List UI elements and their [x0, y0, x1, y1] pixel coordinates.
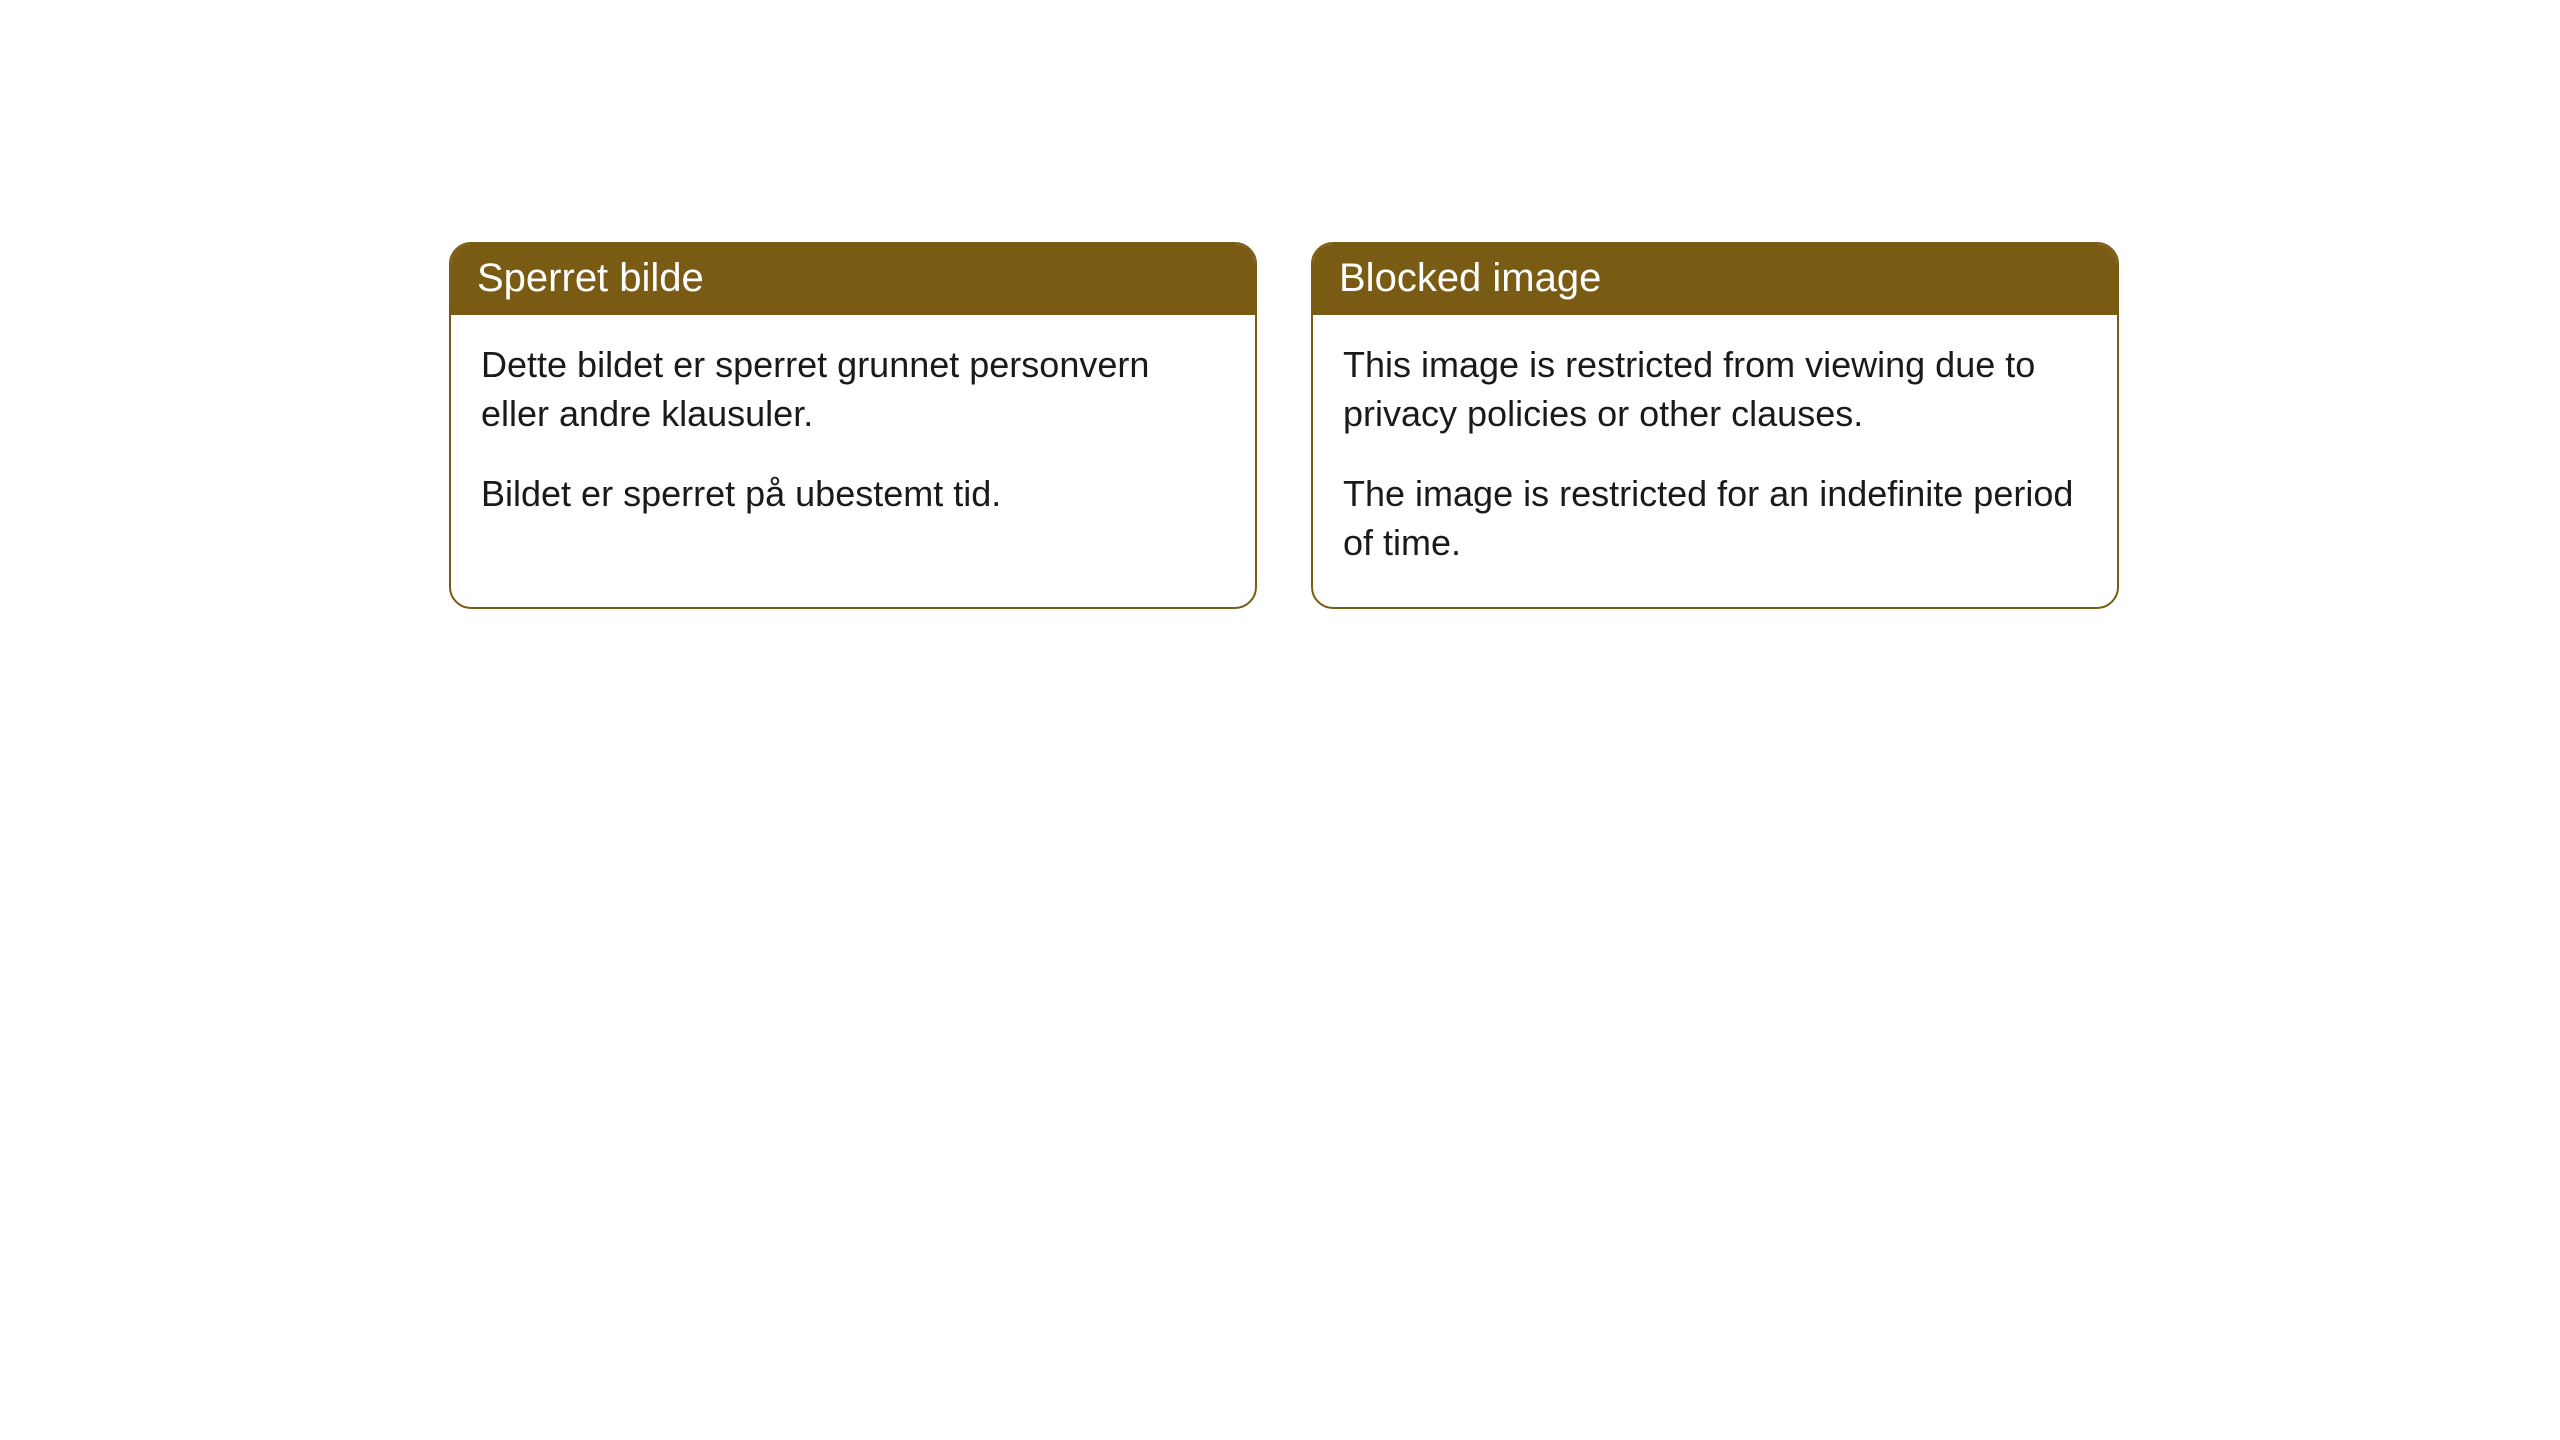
- card-paragraph: Bildet er sperret på ubestemt tid.: [481, 470, 1225, 519]
- card-paragraph: This image is restricted from viewing du…: [1343, 341, 2087, 438]
- card-header: Sperret bilde: [451, 244, 1255, 315]
- card-paragraph: Dette bildet er sperret grunnet personve…: [481, 341, 1225, 438]
- card-body: This image is restricted from viewing du…: [1313, 315, 2117, 607]
- card-body: Dette bildet er sperret grunnet personve…: [451, 315, 1255, 559]
- notice-card-norwegian: Sperret bilde Dette bildet er sperret gr…: [449, 242, 1257, 609]
- card-paragraph: The image is restricted for an indefinit…: [1343, 470, 2087, 567]
- notice-cards-container: Sperret bilde Dette bildet er sperret gr…: [0, 0, 2560, 609]
- card-header: Blocked image: [1313, 244, 2117, 315]
- notice-card-english: Blocked image This image is restricted f…: [1311, 242, 2119, 609]
